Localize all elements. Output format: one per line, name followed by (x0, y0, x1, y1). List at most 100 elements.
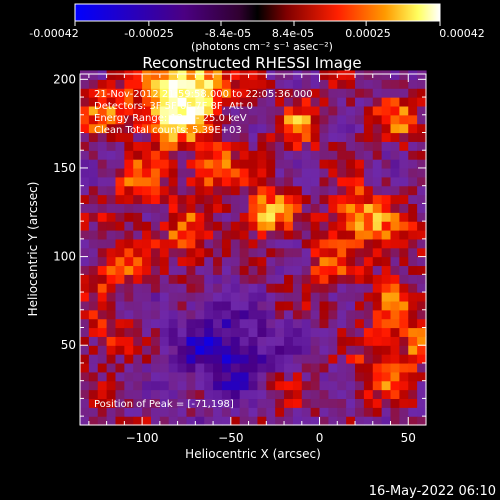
heatmap-cell (381, 318, 392, 329)
heatmap-cell (346, 114, 356, 125)
heatmap-cell (301, 309, 312, 320)
heatmap-cell (284, 274, 294, 284)
heatmap-cell (328, 354, 338, 364)
heatmap-cell (381, 123, 392, 134)
heatmap-cell (346, 203, 356, 213)
heatmap-cell (186, 256, 196, 267)
heatmap-cell (399, 256, 409, 267)
heatmap-cell (204, 416, 214, 426)
heatmap-cell (115, 247, 125, 258)
heatmap-cell (284, 416, 294, 426)
heatmap-cell (310, 176, 321, 187)
heatmap-cell (150, 283, 161, 293)
heatmap-cell (310, 105, 321, 116)
heatmap-cell (204, 79, 214, 89)
heatmap-cell (97, 194, 108, 205)
heatmap-cell (186, 327, 196, 337)
heatmap-cell (355, 389, 365, 400)
heatmap-cell (390, 398, 400, 408)
heatmap-cell (399, 300, 409, 311)
heatmap-cell (266, 416, 276, 426)
heatmap-cell (266, 283, 276, 293)
heatmap-cell (381, 247, 392, 258)
heatmap-cell (275, 212, 285, 222)
heatmap-cell (355, 203, 365, 213)
heatmap-cell (97, 105, 108, 116)
heatmap-cell (204, 371, 214, 382)
heatmap-cell (115, 105, 125, 116)
heatmap-cell (186, 176, 196, 187)
heatmap-cell (408, 176, 418, 187)
heatmap-cell (80, 88, 90, 98)
heatmap-cell (346, 309, 356, 320)
heatmap-cell (417, 70, 427, 80)
heatmap-cell (390, 362, 400, 373)
heatmap-cell (177, 274, 188, 284)
heatmap-cell (292, 212, 303, 222)
heatmap-cell (186, 371, 196, 382)
heatmap-cell (204, 176, 214, 187)
heatmap-cell (80, 203, 90, 213)
heatmap-cell (124, 123, 134, 134)
heatmap-cell (381, 185, 392, 196)
heatmap-cell (390, 159, 400, 169)
heatmap-cell (328, 203, 338, 213)
heatmap-cell (301, 221, 312, 231)
heatmap-cell (221, 238, 232, 249)
heatmap-cell (97, 416, 108, 426)
heatmap-cell (399, 176, 409, 187)
heatmap-cell (408, 79, 418, 89)
heatmap-cell (390, 283, 400, 293)
heatmap-cell (363, 256, 374, 267)
heatmap-cell (417, 407, 427, 417)
heatmap-cell (133, 221, 143, 231)
heatmap-cell (186, 274, 196, 284)
heatmap-cell (284, 300, 294, 311)
heatmap-cell (213, 176, 223, 187)
heatmap-cell (159, 309, 170, 320)
heatmap-cell (337, 398, 347, 408)
heatmap-cell (124, 176, 134, 187)
heatmap-cell (328, 362, 338, 373)
heatmap-cell (248, 150, 259, 160)
heatmap-cell (301, 371, 312, 382)
heatmap-cell (150, 318, 161, 329)
heatmap-cell (319, 380, 330, 391)
heatmap-cell (115, 318, 125, 329)
heatmap-cell (159, 416, 170, 426)
heatmap-cell (195, 141, 205, 151)
heatmap-cell (381, 203, 392, 213)
heatmap-cell (328, 274, 338, 284)
heatmap-cell (266, 336, 276, 346)
heatmap-cell (88, 212, 99, 222)
heatmap-cell (168, 230, 179, 240)
heatmap-cell (213, 256, 223, 267)
heatmap-cell (301, 230, 312, 240)
heatmap-cell (248, 300, 259, 311)
heatmap-cell (221, 318, 232, 329)
heatmap-cell (417, 141, 427, 151)
heatmap-cell (239, 389, 250, 400)
heatmap-cell (88, 265, 99, 275)
heatmap-cell (275, 150, 285, 160)
heatmap-cell (80, 185, 90, 196)
heatmap-cell (80, 150, 90, 160)
heatmap-cell (319, 292, 330, 302)
heatmap-cell (80, 114, 90, 125)
heatmap-cell (133, 114, 143, 125)
heatmap-cell (372, 327, 383, 337)
heatmap-cell (284, 114, 294, 125)
heatmap-cell (328, 371, 338, 382)
heatmap-cell (257, 345, 267, 355)
heatmap-cell (266, 141, 276, 151)
heatmap-cell (230, 318, 241, 329)
heatmap-cell (328, 132, 338, 142)
heatmap-cell (381, 79, 392, 89)
heatmap-cell (186, 185, 196, 196)
heatmap-cell (390, 194, 400, 205)
heatmap-cell (168, 79, 179, 89)
heatmap-cell (363, 362, 374, 373)
colorbar-tick-label-3: 8.4e-05 (272, 27, 314, 40)
heatmap-cell (301, 70, 312, 80)
heatmap-cell (372, 221, 383, 231)
